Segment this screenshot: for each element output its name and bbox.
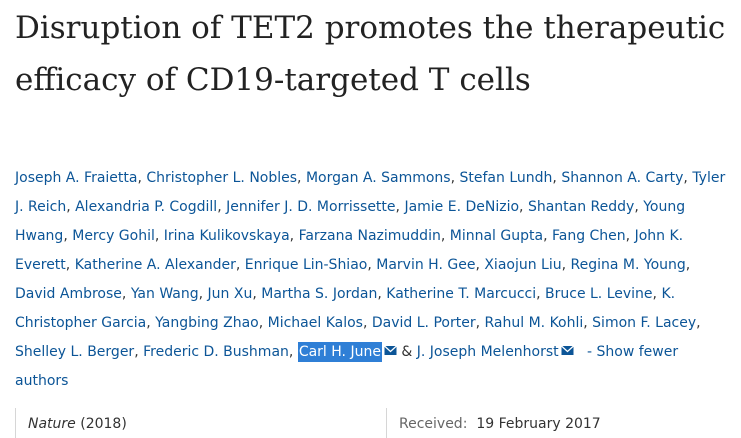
author-separator: ,	[258, 315, 268, 331]
author-link[interactable]: Joseph A. Fraietta	[15, 170, 138, 186]
corresponding-author-2[interactable]: J. Joseph Melenhorst	[417, 344, 574, 360]
envelope-icon[interactable]	[560, 344, 574, 357]
author-separator: ,	[137, 170, 147, 186]
author-link[interactable]: Alexandria P. Cogdill	[75, 199, 218, 215]
author-separator: ,	[583, 315, 593, 331]
author-link[interactable]: Katherine A. Alexander	[74, 257, 236, 273]
author-separator: ,	[288, 344, 298, 360]
author-separator: ,	[395, 199, 405, 215]
author-link[interactable]: Marvin H. Gee	[376, 257, 476, 273]
author-link[interactable]: John K. Everett	[15, 228, 684, 273]
author-separator: ,	[475, 257, 485, 273]
author-separator: ,	[685, 257, 691, 273]
author-separator: ,	[652, 286, 662, 302]
author-link[interactable]: Katherine T. Marcucci	[386, 286, 537, 302]
author-separator: ,	[235, 257, 245, 273]
author-link[interactable]: Jun Xu	[207, 286, 253, 302]
author-link[interactable]: David Ambrose	[15, 286, 122, 302]
author-link[interactable]: Christopher L. Nobles	[146, 170, 298, 186]
author-carl-june-link[interactable]: Carl H. June	[297, 342, 382, 362]
author-link[interactable]: K. Christopher Garcia	[15, 286, 676, 331]
author-separator: ,	[367, 257, 377, 273]
author-separator: ,	[475, 315, 485, 331]
author-link[interactable]: Yangbing Zhao	[155, 315, 259, 331]
author-link[interactable]: Enrique Lin-Shiao	[244, 257, 368, 273]
author-separator: ,	[634, 199, 644, 215]
author-separator: ,	[440, 228, 450, 244]
author-link[interactable]: Martha S. Jordan	[261, 286, 378, 302]
author-separator: ,	[536, 286, 546, 302]
author-link[interactable]: Frederic D. Bushman	[143, 344, 289, 360]
author-separator: ,	[134, 344, 144, 360]
author-link[interactable]: Young Hwang	[15, 199, 686, 244]
author-melenhorst-link[interactable]: J. Joseph Melenhorst	[416, 344, 559, 360]
author-separator: ,	[696, 315, 701, 331]
envelope-icon[interactable]	[384, 344, 397, 357]
author-separator: ,	[154, 228, 164, 244]
received-label: Received:	[399, 416, 468, 432]
journal-info: Nature (2018)	[15, 408, 386, 438]
author-link[interactable]: Mercy Gohil	[72, 228, 155, 244]
author-separator: ,	[63, 228, 73, 244]
received-date: 19 February 2017	[476, 416, 601, 432]
author-link[interactable]: Simon F. Lacey	[592, 315, 697, 331]
author-separator: ,	[519, 199, 528, 215]
publication-year: (2018)	[80, 416, 127, 432]
ampersand: &	[401, 344, 413, 360]
author-link[interactable]: Jamie E. DeNizio	[404, 199, 520, 215]
author-link[interactable]: Rahul M. Kohli	[484, 315, 584, 331]
received-info: Received: 19 February 2017	[386, 408, 731, 438]
author-separator: ,	[561, 257, 571, 273]
author-link[interactable]: Xiaojun Liu	[484, 257, 562, 273]
author-link[interactable]: David L. Porter	[371, 315, 476, 331]
author-link[interactable]: Morgan A. Sammons	[305, 170, 451, 186]
author-separator: ,	[362, 315, 372, 331]
author-separator: ,	[217, 199, 227, 215]
author-separator: ,	[252, 286, 262, 302]
author-separator: ,	[289, 228, 299, 244]
author-separator: ,	[66, 199, 76, 215]
author-separator: ,	[297, 170, 306, 186]
corresponding-author-1[interactable]: Carl H. June	[297, 342, 397, 362]
author-separator: ,	[121, 286, 131, 302]
author-link[interactable]: Regina M. Young	[570, 257, 686, 273]
article-meta: Nature (2018) Received: 19 February 2017	[15, 408, 730, 438]
author-separator: ,	[543, 228, 552, 244]
author-separator: ,	[683, 170, 693, 186]
author-link[interactable]: Shelley L. Berger	[15, 344, 135, 360]
article-title: Disruption of TET2 promotes the therapeu…	[15, 10, 726, 98]
author-link[interactable]: Stefan Lundh	[459, 170, 553, 186]
author-separator: ,	[552, 170, 562, 186]
author-separator: ,	[65, 257, 75, 273]
author-link[interactable]: Yan Wang	[130, 286, 199, 302]
author-link[interactable]: Farzana Nazimuddin	[298, 228, 441, 244]
author-link[interactable]: Jennifer J. D. Morrissette	[226, 199, 396, 215]
author-link[interactable]: Fang Chen	[551, 228, 626, 244]
author-link[interactable]: Bruce L. Levine	[545, 286, 653, 302]
journal-name: Nature	[28, 416, 76, 432]
author-link[interactable]: Shantan Reddy	[527, 199, 635, 215]
author-separator: ,	[377, 286, 387, 302]
author-link[interactable]: Tyler J. Reich	[15, 170, 726, 215]
author-separator: ,	[198, 286, 208, 302]
author-separator: ,	[450, 170, 460, 186]
author-link[interactable]: Shannon A. Carty	[561, 170, 684, 186]
author-link[interactable]: Minnal Gupta	[449, 228, 544, 244]
author-link[interactable]: Michael Kalos	[267, 315, 363, 331]
author-separator: ,	[146, 315, 156, 331]
author-list: Joseph A. Fraietta, Christopher L. Noble…	[15, 164, 733, 396]
show-fewer-authors-link[interactable]: - Show fewer authors	[15, 344, 679, 389]
author-separator: ,	[625, 228, 635, 244]
author-link[interactable]: Irina Kulikovskaya	[163, 228, 290, 244]
